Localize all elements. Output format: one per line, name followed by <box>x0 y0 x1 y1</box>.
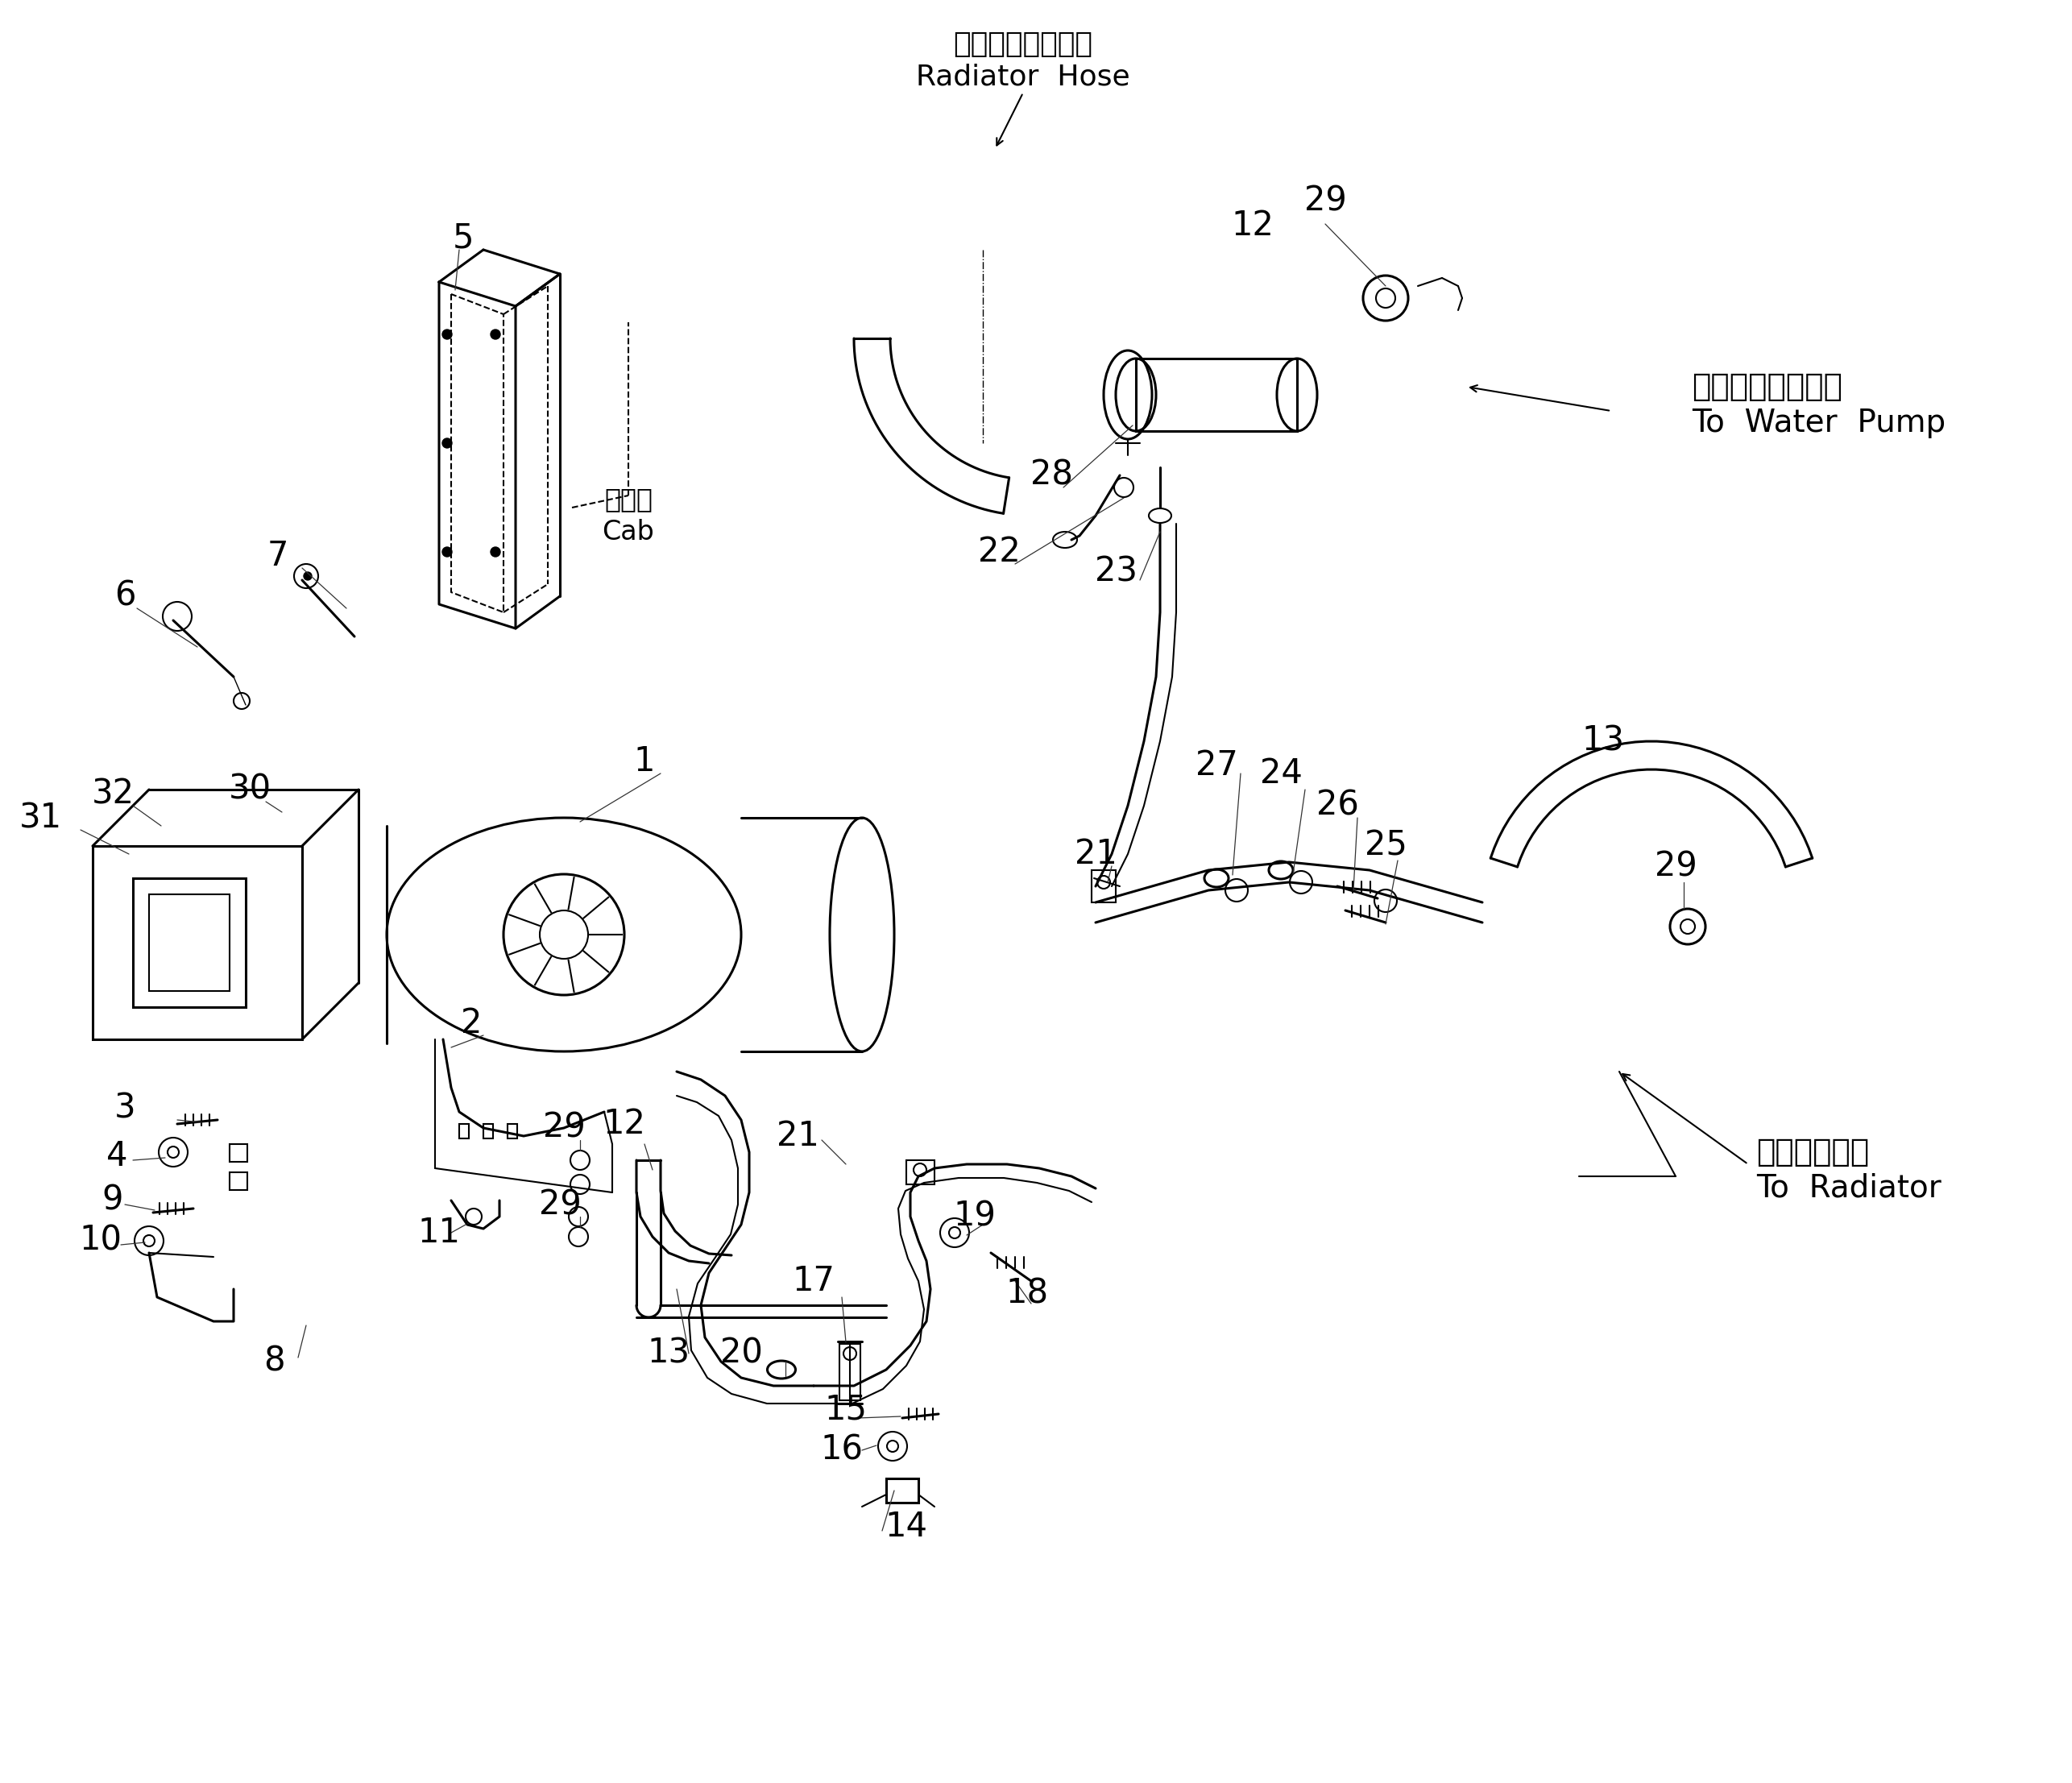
Text: 13: 13 <box>1581 724 1624 758</box>
Text: 18: 18 <box>1005 1277 1048 1311</box>
Text: ウォータポンプへ: ウォータポンプへ <box>1691 371 1842 401</box>
Text: 11: 11 <box>419 1216 460 1250</box>
Text: 12: 12 <box>603 1107 646 1141</box>
Text: 17: 17 <box>792 1264 835 1298</box>
Circle shape <box>441 330 452 339</box>
Text: 14: 14 <box>885 1510 928 1544</box>
Text: 31: 31 <box>19 801 62 834</box>
Text: 21: 21 <box>777 1120 818 1154</box>
Bar <box>230 1171 247 1189</box>
Bar <box>1092 870 1115 902</box>
Text: 7: 7 <box>267 538 288 572</box>
Text: 1: 1 <box>634 745 655 779</box>
Text: 9: 9 <box>102 1184 124 1218</box>
Text: 24: 24 <box>1260 756 1301 790</box>
Bar <box>460 1123 468 1138</box>
Bar <box>133 879 247 1007</box>
Text: 10: 10 <box>79 1223 122 1257</box>
Text: 29: 29 <box>543 1111 584 1145</box>
Bar <box>483 1123 493 1138</box>
Bar <box>887 1478 918 1503</box>
Text: To  Radiator: To Radiator <box>1757 1173 1941 1204</box>
Text: 25: 25 <box>1363 829 1407 863</box>
Circle shape <box>441 547 452 556</box>
Text: To  Water  Pump: To Water Pump <box>1691 408 1946 439</box>
Bar <box>1135 358 1297 431</box>
Text: 23: 23 <box>1094 555 1138 588</box>
Text: 28: 28 <box>1030 458 1073 492</box>
Text: 8: 8 <box>263 1344 284 1378</box>
Text: 29: 29 <box>1653 849 1697 883</box>
Circle shape <box>441 439 452 448</box>
Bar <box>508 1123 518 1138</box>
Text: 16: 16 <box>821 1434 864 1467</box>
Text: ラジエータへ: ラジエータへ <box>1757 1138 1869 1168</box>
Text: 26: 26 <box>1316 788 1359 822</box>
Text: 19: 19 <box>953 1200 997 1234</box>
Text: Radiator  Hose: Radiator Hose <box>916 62 1129 91</box>
Text: 32: 32 <box>91 777 135 811</box>
Bar <box>230 1145 247 1163</box>
Text: 30: 30 <box>228 772 271 806</box>
Bar <box>839 1344 860 1400</box>
Text: 2: 2 <box>460 1006 483 1039</box>
Text: 12: 12 <box>1231 209 1274 242</box>
Text: ラジエータホース: ラジエータホース <box>953 30 1092 59</box>
Circle shape <box>491 547 499 556</box>
Text: 15: 15 <box>825 1393 868 1426</box>
Bar <box>93 845 303 1039</box>
Text: 4: 4 <box>106 1139 128 1173</box>
Text: キャブ: キャブ <box>605 487 653 514</box>
Text: Cab: Cab <box>603 519 655 546</box>
Bar <box>149 895 230 991</box>
Text: 3: 3 <box>114 1091 135 1125</box>
Text: 6: 6 <box>114 579 135 613</box>
Text: 22: 22 <box>978 535 1019 569</box>
Text: 5: 5 <box>452 221 474 255</box>
Bar <box>905 1161 934 1184</box>
Text: 20: 20 <box>719 1337 762 1371</box>
Circle shape <box>305 572 311 579</box>
Text: 27: 27 <box>1196 749 1237 783</box>
Text: 21: 21 <box>1073 836 1117 870</box>
Text: 29: 29 <box>539 1187 580 1221</box>
Text: 13: 13 <box>646 1337 690 1371</box>
Circle shape <box>491 330 499 339</box>
Text: 29: 29 <box>1303 184 1347 218</box>
